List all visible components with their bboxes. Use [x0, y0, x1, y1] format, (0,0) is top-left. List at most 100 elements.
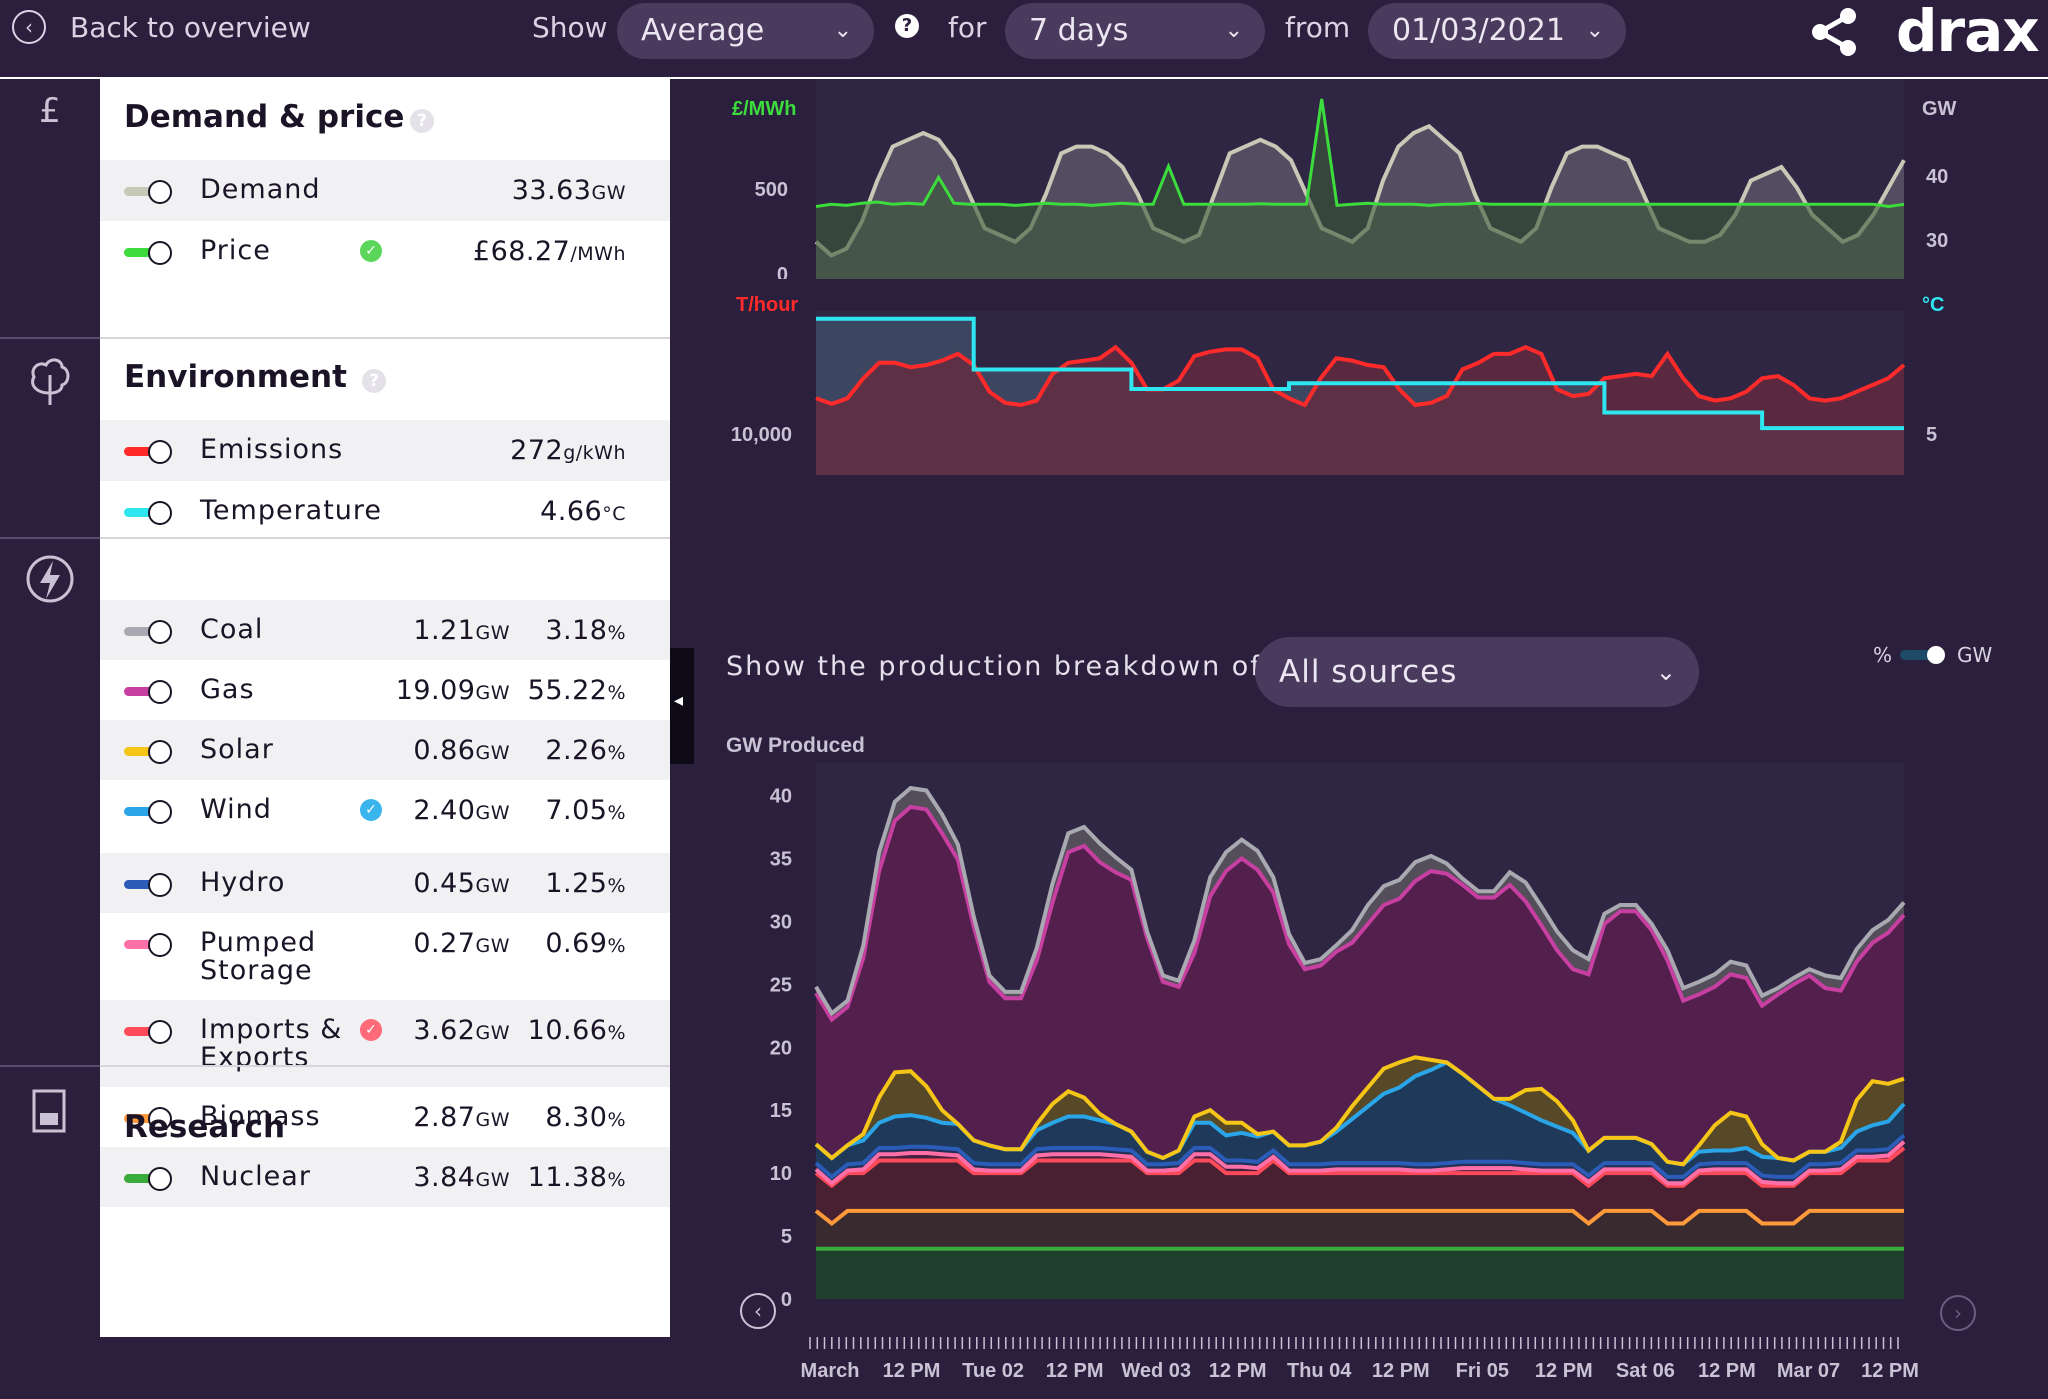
toggle-knob: [148, 873, 172, 897]
series-toggle[interactable]: [124, 680, 172, 704]
drax-logo[interactable]: drax: [1896, 0, 2040, 65]
sources-select[interactable]: All sources ⌄: [1255, 637, 1699, 707]
y-tick-label: 30: [770, 911, 792, 933]
tree-icon[interactable]: [20, 349, 80, 409]
series-toggle[interactable]: [124, 620, 172, 644]
line-solar: [814, 1055, 1905, 1167]
lightning-icon[interactable]: [20, 549, 80, 609]
supply-row[interactable]: Biomass 2.87GW 8.30%: [100, 1087, 670, 1147]
supply-row[interactable]: Solar 0.86GW 2.26%: [100, 720, 670, 780]
supply-percent-value: 2.26: [545, 735, 608, 766]
checkmark-icon: ✓: [360, 799, 382, 821]
series-toggle[interactable]: [124, 180, 172, 204]
metric-row[interactable]: Demand 33.63GW: [100, 160, 670, 221]
series-toggle[interactable]: [124, 933, 172, 957]
toggle-knob: [148, 1107, 172, 1131]
supply-gw-value: 3.84: [413, 1162, 476, 1193]
help-icon[interactable]: ?: [362, 369, 386, 393]
supply-label-line1: Pumped: [200, 927, 317, 958]
supply-label: Nuclear: [200, 1163, 311, 1191]
supply-row[interactable]: Gas 19.09GW 55.22%: [100, 660, 670, 720]
collapse-panel-tab[interactable]: ◂: [670, 648, 694, 764]
metric-row[interactable]: Emissions 272g/kWh: [100, 420, 670, 481]
toggle-track: [124, 807, 164, 816]
series-toggle[interactable]: [124, 241, 172, 265]
metric-unit: /MWh: [570, 243, 626, 265]
supply-row[interactable]: Coal 1.21GW 3.18%: [100, 600, 670, 660]
period-select[interactable]: 7 days ⌄: [1005, 3, 1265, 59]
toggle-track: [124, 747, 164, 756]
metric-row[interactable]: Price ✓ £68.27/MWh: [100, 221, 670, 282]
percent-toggle-label[interactable]: %: [1873, 643, 1893, 667]
emissions-line: [815, 344, 1906, 408]
line-imports-exports: [814, 1146, 1906, 1189]
divider: [0, 1065, 100, 1067]
supply-gw: 2.40GW: [413, 795, 510, 826]
metric-number: 272: [510, 435, 564, 466]
supply-row[interactable]: Hydro 0.45GW 1.25%: [100, 853, 670, 913]
series-toggle[interactable]: [124, 873, 172, 897]
show-select[interactable]: Average ⌄: [617, 3, 874, 59]
toggle-track: [124, 940, 164, 949]
series-toggle[interactable]: [124, 800, 172, 824]
show-label: Show: [532, 11, 608, 44]
supply-row[interactable]: Imports & Exports ✓ 3.62GW 10.66%: [100, 1000, 670, 1087]
demand-price-title: Demand & price: [124, 99, 405, 135]
supply-label: Biomass: [200, 1103, 321, 1131]
help-icon[interactable]: ?: [410, 109, 434, 133]
supply-percent: 0.69%: [545, 928, 626, 959]
supply-percent-unit: %: [607, 802, 626, 824]
supply-label-line1: Biomass: [200, 1101, 321, 1132]
help-icon[interactable]: ?: [895, 14, 919, 38]
metric-unit: °C: [602, 503, 626, 525]
toggle-knob: [148, 620, 172, 644]
from-label: from: [1285, 11, 1351, 44]
share-icon[interactable]: [1806, 4, 1862, 60]
date-select[interactable]: 01/03/2021 ⌄: [1368, 3, 1626, 59]
metric-value: £68.27/MWh: [473, 236, 626, 267]
timeline-next-button[interactable]: ›: [1940, 1295, 1976, 1331]
supply-percent: 55.22%: [528, 675, 626, 706]
x-tick-label: 12 PM: [1372, 1360, 1430, 1382]
series-toggle[interactable]: [124, 740, 172, 764]
y-tick-label: 40: [770, 786, 792, 808]
supply-row[interactable]: Wind ✓ 2.40GW 7.05%: [100, 780, 670, 853]
supply-label-line1: Gas: [200, 674, 255, 705]
toggle-track: [124, 627, 164, 636]
breakdown-label: Show the production breakdown of: [726, 651, 1262, 682]
supply-label: Hydro: [200, 869, 285, 897]
series-toggle[interactable]: [124, 440, 172, 464]
chevron-down-icon: ⌄: [1224, 18, 1243, 43]
area-biomass: [816, 1210, 1904, 1249]
y-tick-label: 20: [770, 1037, 792, 1059]
supply-percent-unit: %: [607, 935, 626, 957]
supply-label-line1: Hydro: [200, 867, 286, 898]
supply-gw: 0.27GW: [413, 928, 510, 959]
series-toggle[interactable]: [124, 501, 172, 525]
document-icon[interactable]: [20, 1083, 80, 1143]
series-toggle[interactable]: [124, 1020, 172, 1044]
supply-row[interactable]: Nuclear 3.84GW 11.38%: [100, 1147, 670, 1207]
supply-row[interactable]: Pumped Storage 0.27GW 0.69%: [100, 913, 670, 1000]
chevron-down-icon: ⌄: [1585, 18, 1604, 43]
supply-percent-value: 0.69: [545, 928, 608, 959]
timeline-prev-button[interactable]: ‹: [740, 1293, 776, 1329]
series-toggle[interactable]: [124, 1107, 172, 1131]
y-tick-label: 25: [770, 974, 792, 996]
checkmark-icon: ✓: [360, 1019, 382, 1041]
supply-gw-value: 1.21: [413, 615, 476, 646]
supply-gw-unit: GW: [475, 622, 510, 644]
metric-row[interactable]: Temperature 4.66°C: [100, 481, 670, 542]
metric-label: Temperature: [200, 495, 383, 526]
emissions-temperature-chart: T/hour °C 10,000 5: [731, 294, 1944, 475]
tick-label: 40: [1926, 166, 1948, 188]
toggle-track: [124, 687, 164, 696]
series-toggle[interactable]: [124, 1167, 172, 1191]
back-to-overview-link[interactable]: Back to overview: [70, 11, 311, 44]
gw-toggle-label[interactable]: GW: [1957, 643, 1993, 667]
back-arrow-icon[interactable]: ‹: [12, 10, 46, 44]
unit-toggle[interactable]: [1900, 645, 1948, 665]
pound-exchange-icon[interactable]: £: [39, 91, 61, 131]
toggle-track: [124, 1174, 164, 1183]
metric-unit: GW: [591, 182, 626, 204]
